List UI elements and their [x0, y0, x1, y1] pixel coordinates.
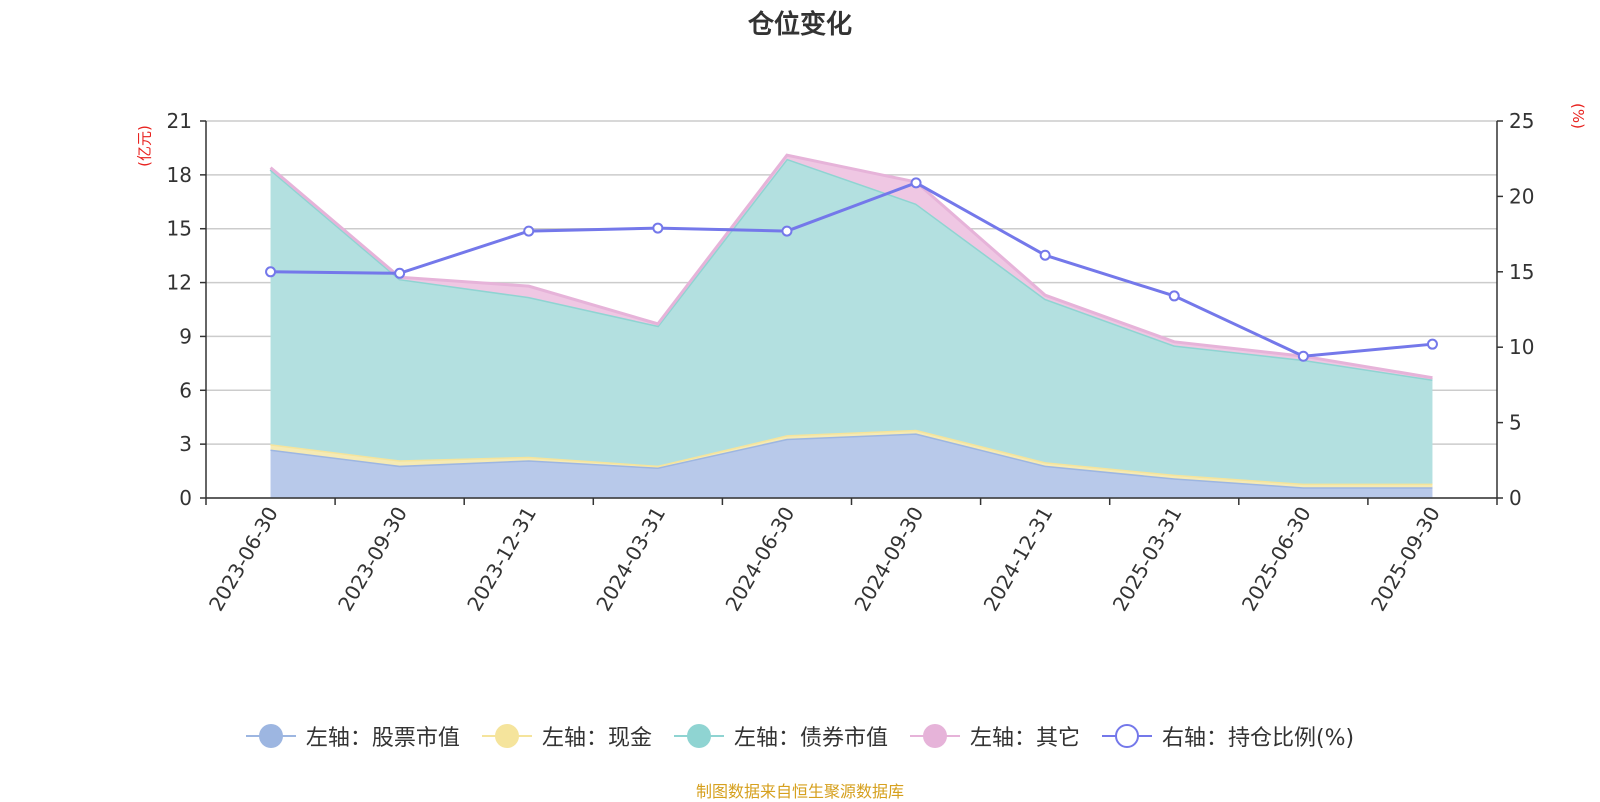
y-right-tick-label: 5 [1509, 411, 1522, 435]
y-left-tick-label: 0 [179, 486, 192, 510]
legend[interactable]: 左轴：股票市值 左轴：现金 左轴：债券市值 左轴：其它 右轴：持仓比例(%) [0, 720, 1600, 752]
area-series-1 [270, 433, 1433, 498]
holding-ratio-point [1168, 290, 1180, 302]
holding-ratio-point [265, 266, 277, 278]
y-right-tick-label: 25 [1509, 109, 1534, 133]
x-tick-label: 2023-12-31 [462, 503, 541, 616]
holding-ratio-point [652, 222, 664, 234]
y-right-tick-label: 15 [1509, 260, 1534, 284]
holding-ratio-line [270, 181, 1433, 358]
legend-label: 左轴：现金 [541, 726, 652, 751]
legend-swatch-icon [481, 723, 532, 749]
area-series-3 [270, 158, 1433, 484]
area-line-series-4 [269, 153, 1433, 380]
y-right-tick-label: 0 [1509, 486, 1522, 510]
y-left-tick-label: 6 [179, 378, 192, 402]
holding-ratio-point [1297, 350, 1309, 362]
x-tick-label: 2024-12-31 [979, 503, 1058, 616]
x-tick-label: 2024-09-30 [849, 503, 928, 616]
legend-item-2[interactable]: 左轴：现金 [481, 720, 652, 752]
legend-label: 左轴：其它 [969, 726, 1080, 751]
legend-item-1[interactable]: 左轴：股票市值 [245, 720, 460, 752]
x-tick-label: 2023-09-30 [333, 503, 412, 616]
x-tick-label: 2025-09-30 [1366, 503, 1445, 616]
holding-ratio-point [910, 177, 922, 189]
legend-swatch-icon [673, 723, 724, 749]
x-tick-label: 2025-06-30 [1237, 503, 1316, 616]
y-left-tick-label: 15 [167, 217, 192, 241]
x-tick-label: 2024-03-31 [591, 503, 670, 616]
y-left-tick-label: 12 [167, 271, 192, 295]
legend-swatch-icon [1101, 723, 1152, 749]
legend-item-3[interactable]: 左轴：债券市值 [673, 720, 888, 752]
legend-label: 右轴：持仓比例(%) [1161, 726, 1355, 751]
y-left-tick-label: 9 [179, 324, 192, 348]
chart-title: 仓位变化 [747, 10, 852, 40]
y-right-tick-label: 10 [1509, 335, 1534, 359]
legend-swatch-icon [245, 723, 296, 749]
x-tick-label: 2023-06-30 [204, 503, 283, 616]
legend-label: 左轴：股票市值 [305, 726, 460, 751]
holding-ratio-point [1426, 338, 1438, 350]
y-left-tick-label: 18 [167, 163, 192, 187]
y-right-tick-label: 20 [1509, 184, 1534, 208]
legend-label: 左轴：债券市值 [733, 726, 888, 751]
data-source-note: 制图数据来自恒生聚源数据库 [695, 782, 904, 801]
y-left-tick-label: 21 [167, 109, 192, 133]
legend-item-4[interactable]: 左轴：其它 [909, 720, 1080, 752]
holding-ratio-point [394, 267, 406, 279]
holding-ratio-point [781, 225, 793, 237]
y-left-tick-label: 3 [179, 432, 192, 456]
holding-ratio-point [523, 225, 535, 237]
legend-swatch-icon [909, 723, 960, 749]
x-tick-label: 2024-06-30 [720, 503, 799, 616]
x-tick-label: 2025-03-31 [1108, 503, 1187, 616]
legend-item-5[interactable]: 右轴：持仓比例(%) [1101, 720, 1355, 752]
holding-ratio-point [1039, 249, 1051, 261]
